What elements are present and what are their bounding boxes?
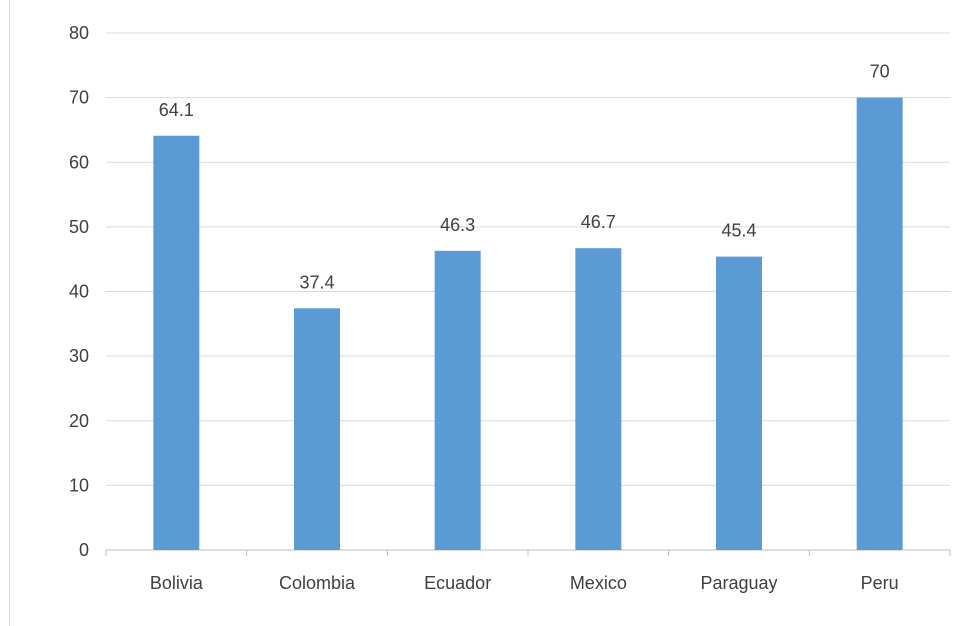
chart-area: 0 10 20 30 40 50 60 70 80 64.1 Bolivia 37.4 Colombia…	[9, 0, 957, 626]
bar	[857, 98, 903, 550]
data-label: 37.4	[299, 272, 334, 292]
data-label: 70	[870, 62, 890, 82]
y-tick-label: 50	[69, 217, 89, 237]
bar	[153, 136, 199, 550]
y-tick-label: 80	[69, 23, 89, 43]
x-category-label: Peru	[861, 573, 899, 593]
x-category-label: Paraguay	[700, 573, 777, 593]
x-category-label: Ecuador	[424, 573, 491, 593]
y-tick-label: 60	[69, 152, 89, 172]
bar	[575, 248, 621, 550]
data-label: 46.7	[581, 212, 616, 232]
y-tick-label: 20	[69, 411, 89, 431]
x-category-label: Colombia	[279, 573, 356, 593]
data-label: 45.4	[721, 221, 756, 241]
y-tick-label: 10	[69, 475, 89, 495]
bar-chart: 0 10 20 30 40 50 60 70 80 64.1 Bolivia 37.4 Colombia…	[10, 0, 957, 626]
bar	[435, 251, 481, 550]
bar	[716, 257, 762, 550]
bar	[294, 308, 340, 550]
y-tick-label: 70	[69, 88, 89, 108]
x-category-label: Bolivia	[150, 573, 204, 593]
y-tick-label: 0	[79, 540, 89, 560]
y-tick-label: 30	[69, 346, 89, 366]
data-label: 46.3	[440, 215, 475, 235]
data-label: 64.1	[159, 100, 194, 120]
x-category-label: Mexico	[570, 573, 627, 593]
y-tick-label: 40	[69, 282, 89, 302]
